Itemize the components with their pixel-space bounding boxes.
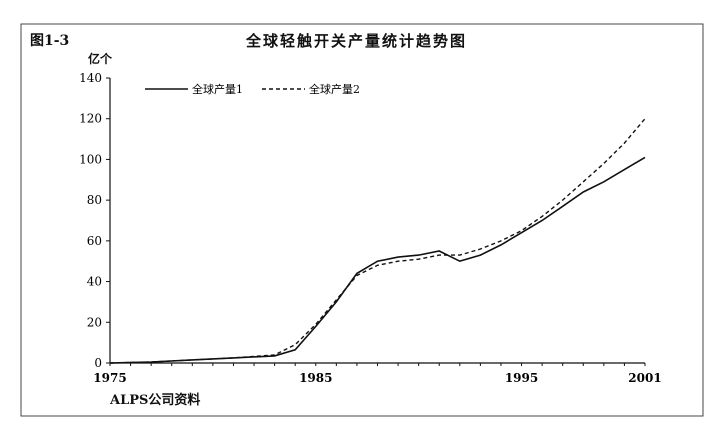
x-tick-label: 1985 [299,371,332,385]
series-line-2 [109,118,646,364]
y-tick-label: 140 [79,71,102,85]
y-tick-label: 80 [87,193,102,207]
x-tick-label: 1975 [93,371,126,385]
source-note: ALPS公司资料 [110,393,201,408]
y-tick-label: 20 [87,315,102,329]
x-tick-label: 1995 [505,371,538,385]
series-line-1 [109,156,646,364]
y-tick-label: 120 [79,112,102,126]
y-tick-label: 40 [87,275,102,289]
y-tick-label: 100 [79,152,102,166]
y-tick-label: 0 [94,356,102,370]
figure-label: 图1-3 [30,33,70,49]
y-axis-unit-label: 亿个 [88,52,113,66]
y-tick-label: 60 [87,234,102,248]
legend-label-2: 全球产量2 [309,82,360,96]
x-tick-label: 2001 [628,371,661,385]
chart-title: 全球轻触开关产量统计趋势图 [245,32,467,50]
legend-label-1: 全球产量1 [192,82,243,96]
